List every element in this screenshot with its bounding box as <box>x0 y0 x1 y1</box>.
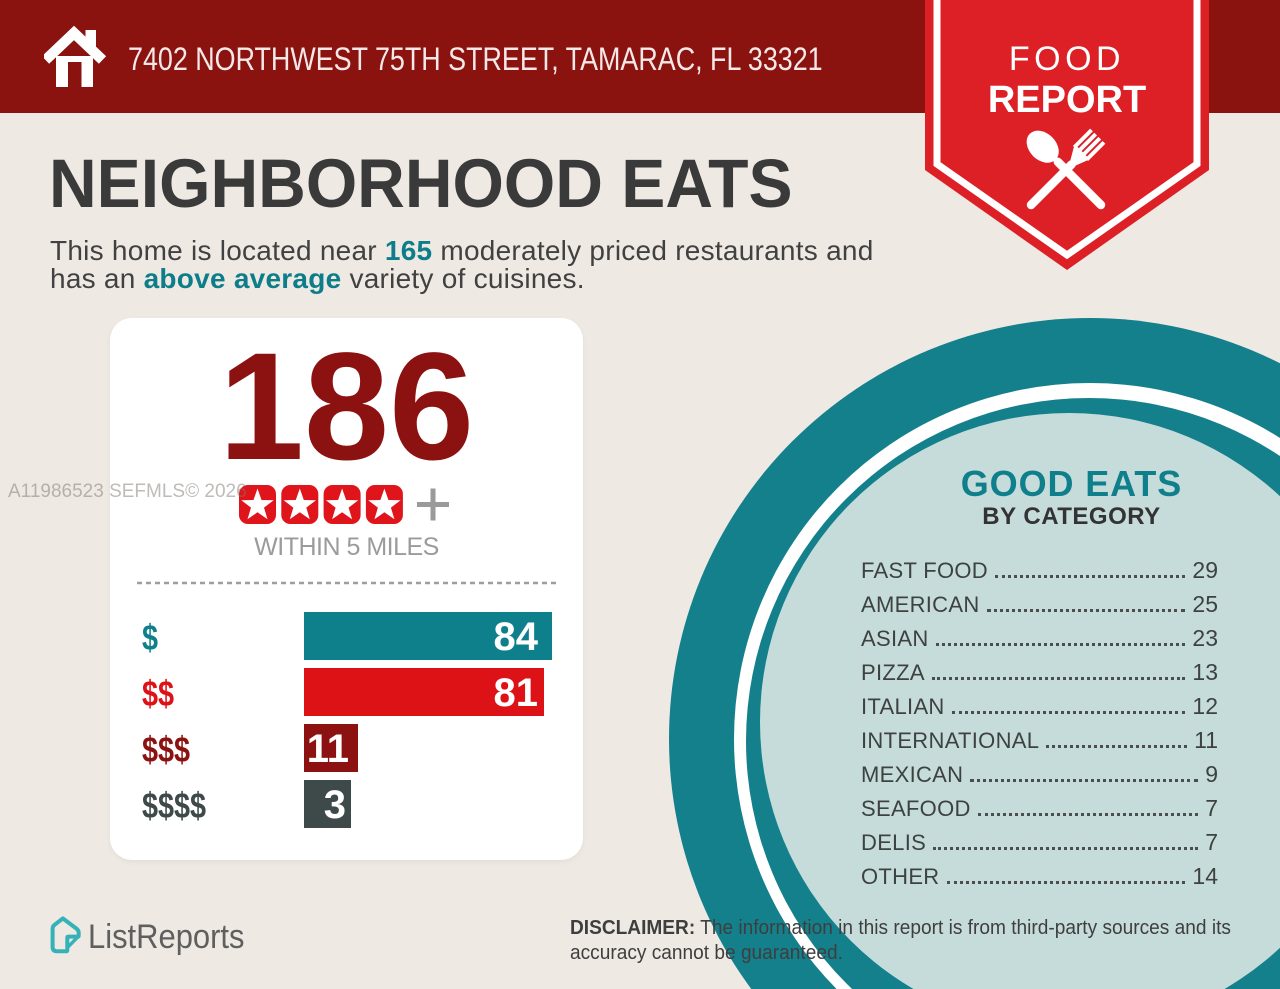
svg-text:REPORT: REPORT <box>988 79 1146 121</box>
svg-text:FOOD: FOOD <box>1009 40 1125 78</box>
